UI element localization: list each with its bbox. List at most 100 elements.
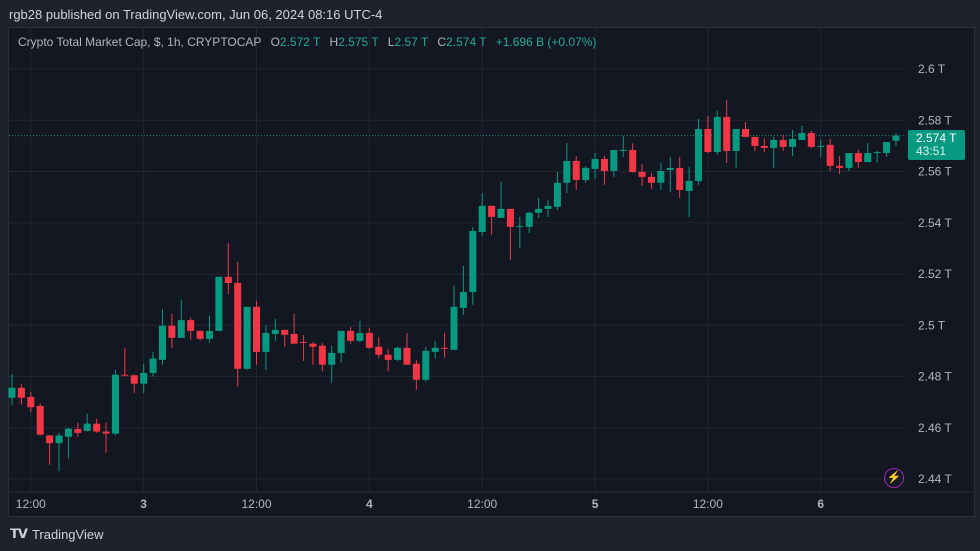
- candle-body: [262, 332, 270, 352]
- candle-body: [187, 320, 195, 331]
- low-value: 2.57 T: [394, 35, 429, 49]
- candle-body: [102, 431, 110, 434]
- candle-body: [450, 306, 458, 350]
- candle-body: [591, 158, 599, 169]
- candle-body: [121, 374, 129, 376]
- candle-body: [111, 374, 119, 434]
- candle-body: [600, 158, 608, 171]
- candle-body: [384, 354, 392, 360]
- last-price-label: 2.574 T 43:51: [908, 130, 965, 160]
- candle-body: [779, 139, 787, 147]
- last-price-value: 2.574 T: [916, 131, 957, 145]
- x-tick-label: 4: [366, 497, 373, 511]
- y-tick-label: 2.58 T: [918, 113, 952, 127]
- candle-body: [619, 149, 627, 151]
- candle-body: [196, 330, 204, 339]
- x-tick-label: 12:00: [467, 497, 497, 511]
- candle-body: [55, 435, 63, 444]
- candle-body: [205, 330, 213, 339]
- candle-body: [168, 325, 176, 338]
- tradingview-logo-icon: 𝗧𝗩: [10, 526, 28, 541]
- candle-body: [469, 230, 477, 292]
- change-value: +1.696 B (+0.07%): [495, 35, 597, 49]
- candle-body: [177, 320, 185, 338]
- candle-body: [723, 116, 731, 151]
- chart-pane[interactable]: [8, 27, 975, 517]
- candle-body: [553, 182, 561, 207]
- candle-body: [506, 208, 514, 227]
- candle-body: [873, 152, 881, 154]
- candle-body: [140, 372, 148, 384]
- candle-body: [497, 208, 505, 218]
- candle-body: [742, 128, 750, 137]
- candle-body: [215, 276, 223, 331]
- candle-body: [525, 212, 533, 227]
- y-tick-label: 2.46 T: [918, 421, 952, 435]
- candle-body: [347, 330, 355, 341]
- lightning-icon[interactable]: ⚡: [884, 468, 904, 488]
- candle-body: [629, 149, 637, 173]
- close-label: C: [437, 35, 447, 49]
- open-value: 2.572 T: [279, 35, 321, 49]
- candle-body: [130, 375, 138, 384]
- brand-name[interactable]: TradingView: [31, 526, 104, 542]
- candle-body: [441, 347, 449, 349]
- x-tick-label: 12:00: [16, 497, 46, 511]
- candle-body: [328, 352, 336, 365]
- candle-body: [713, 116, 721, 153]
- candle-body: [892, 135, 900, 141]
- y-tick-label: 2.48 T: [918, 370, 952, 384]
- y-tick-label: 2.54 T: [918, 216, 952, 230]
- candle-body: [318, 345, 326, 365]
- candle-body: [412, 363, 420, 380]
- x-tick-label: 3: [140, 497, 147, 511]
- high-label: H: [329, 35, 339, 49]
- candle-body: [375, 346, 383, 355]
- candle-body: [243, 306, 251, 369]
- y-tick-label: 2.44 T: [918, 472, 952, 486]
- y-tick-label: 2.52 T: [918, 267, 952, 281]
- candle-body: [17, 387, 25, 398]
- candle-body: [271, 329, 279, 334]
- x-tick-label: 5: [592, 497, 599, 511]
- candle-body: [817, 145, 825, 147]
- candle-body: [290, 333, 298, 344]
- low-label: L: [387, 35, 395, 49]
- candle-body: [403, 347, 411, 365]
- close-value: 2.574 T: [446, 35, 487, 49]
- candle-body: [459, 291, 467, 308]
- candle-body: [610, 149, 618, 171]
- x-tick-label: 12:00: [241, 497, 271, 511]
- candle-body: [431, 347, 439, 352]
- x-tick-label: 6: [817, 497, 824, 511]
- x-tick-label: 12:00: [693, 497, 723, 511]
- candle-body: [394, 347, 402, 360]
- candle-body: [149, 358, 157, 373]
- candle-body: [535, 208, 543, 213]
- candle-body: [8, 387, 16, 398]
- candle-body: [64, 428, 72, 437]
- candle-body: [657, 170, 665, 183]
- candle-body: [836, 165, 844, 168]
- candle-body: [798, 133, 806, 140]
- candle-body: [704, 128, 712, 153]
- candle-body: [638, 172, 646, 177]
- candle-body: [27, 397, 35, 408]
- candle-body: [356, 332, 364, 341]
- chart-legend: Crypto Total Market Cap, $, 1h, CRYPTOCA…: [18, 35, 596, 49]
- candle-body: [864, 153, 872, 163]
- bar-countdown: 43:51: [916, 144, 947, 158]
- candle-body: [770, 139, 778, 148]
- candle-body: [281, 329, 289, 335]
- candle-body: [572, 160, 580, 180]
- candle-body: [300, 341, 308, 343]
- candle-body: [685, 180, 693, 191]
- candle-body: [751, 136, 759, 146]
- candle-body: [760, 145, 768, 148]
- candle-body: [676, 167, 684, 190]
- candle-body: [36, 405, 44, 435]
- y-tick-label: 2.5 T: [918, 318, 946, 332]
- candle-body: [807, 133, 815, 147]
- symbol-title[interactable]: Crypto Total Market Cap, $, 1h, CRYPTOCA…: [18, 35, 262, 49]
